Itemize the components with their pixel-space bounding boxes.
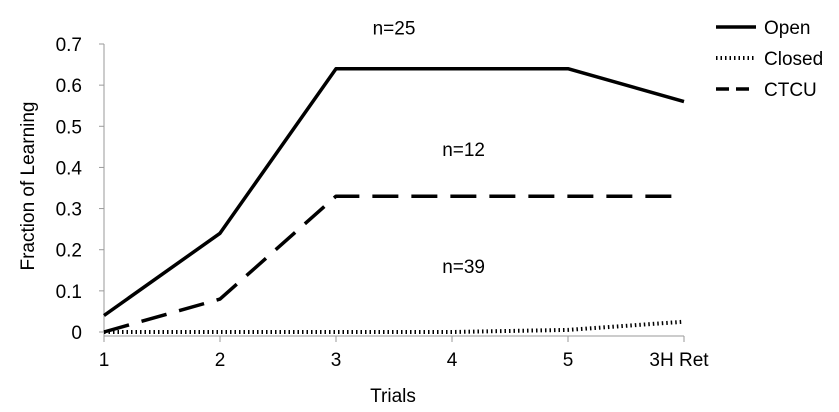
series-line-closed xyxy=(104,319,685,334)
x-axis-ticks: 1 2 3 4 5 3H Ret xyxy=(99,336,709,371)
x-tick-label: 3 xyxy=(331,350,342,371)
y-tick-label: 0.2 xyxy=(56,241,82,262)
y-axis-title: Fraction of Learning xyxy=(18,102,39,271)
legend-label-ctcu: CTCU xyxy=(764,80,817,101)
x-tick-label: 5 xyxy=(563,350,574,371)
x-tick-label: 1 xyxy=(99,350,110,371)
series-lines xyxy=(102,66,685,334)
annotation-label: n=12 xyxy=(442,140,485,161)
y-tick-label: 0 xyxy=(71,323,82,344)
y-axis-ticks: 0 0.1 0.2 0.3 0.4 0.5 0.6 0.7 xyxy=(56,35,104,344)
series-line-open xyxy=(102,66,685,317)
legend-label-closed: Closed xyxy=(764,49,823,70)
x-tick-label: 3H Ret xyxy=(649,350,709,371)
y-tick-label: 0.6 xyxy=(56,76,82,97)
annotation-label: n=39 xyxy=(442,257,485,278)
y-tick-label: 0.3 xyxy=(56,200,82,221)
annotations: n=25 n=12 n=39 xyxy=(373,19,485,279)
y-tick-label: 0.4 xyxy=(56,158,83,179)
series-line-ctcu xyxy=(103,194,684,334)
y-tick-label: 0.1 xyxy=(56,282,82,303)
x-tick-label: 2 xyxy=(215,350,226,371)
axes xyxy=(103,44,684,337)
annotation-label: n=25 xyxy=(373,19,416,40)
y-tick-label: 0.7 xyxy=(56,35,82,56)
legend-label-open: Open xyxy=(764,18,810,39)
legend: Open Closed CTCU xyxy=(716,18,823,101)
x-tick-label: 4 xyxy=(447,350,458,371)
y-tick-label: 0.5 xyxy=(56,117,82,138)
x-axis-title: Trials xyxy=(370,386,416,407)
